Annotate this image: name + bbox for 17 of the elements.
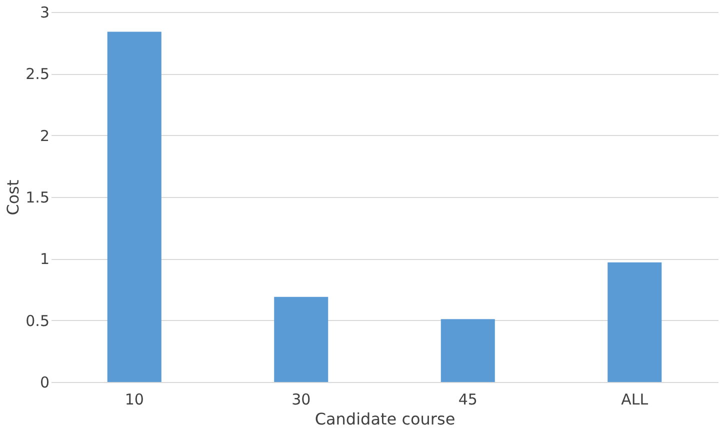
- x-tick-label: 10: [124, 390, 144, 408]
- bar: [440, 319, 495, 382]
- x-tick-label: ALL: [621, 390, 649, 408]
- y-tick-label: 3: [40, 4, 50, 22]
- y-tick-label: 2.5: [26, 65, 50, 84]
- y-axis-title: Cost: [4, 180, 23, 216]
- y-tick-label: 1.5: [26, 188, 50, 206]
- x-tick-label: 30: [292, 390, 311, 408]
- bar: [107, 32, 162, 382]
- bar: [274, 296, 328, 382]
- y-tick-label: 2: [40, 126, 50, 145]
- y-tick-label: 1: [40, 250, 50, 268]
- bar: [608, 262, 662, 382]
- y-tick-label: 0: [40, 374, 50, 392]
- x-axis-title: Candidate course: [314, 410, 456, 428]
- y-tick-label: 0.5: [26, 312, 50, 330]
- x-tick-label: 45: [458, 390, 478, 408]
